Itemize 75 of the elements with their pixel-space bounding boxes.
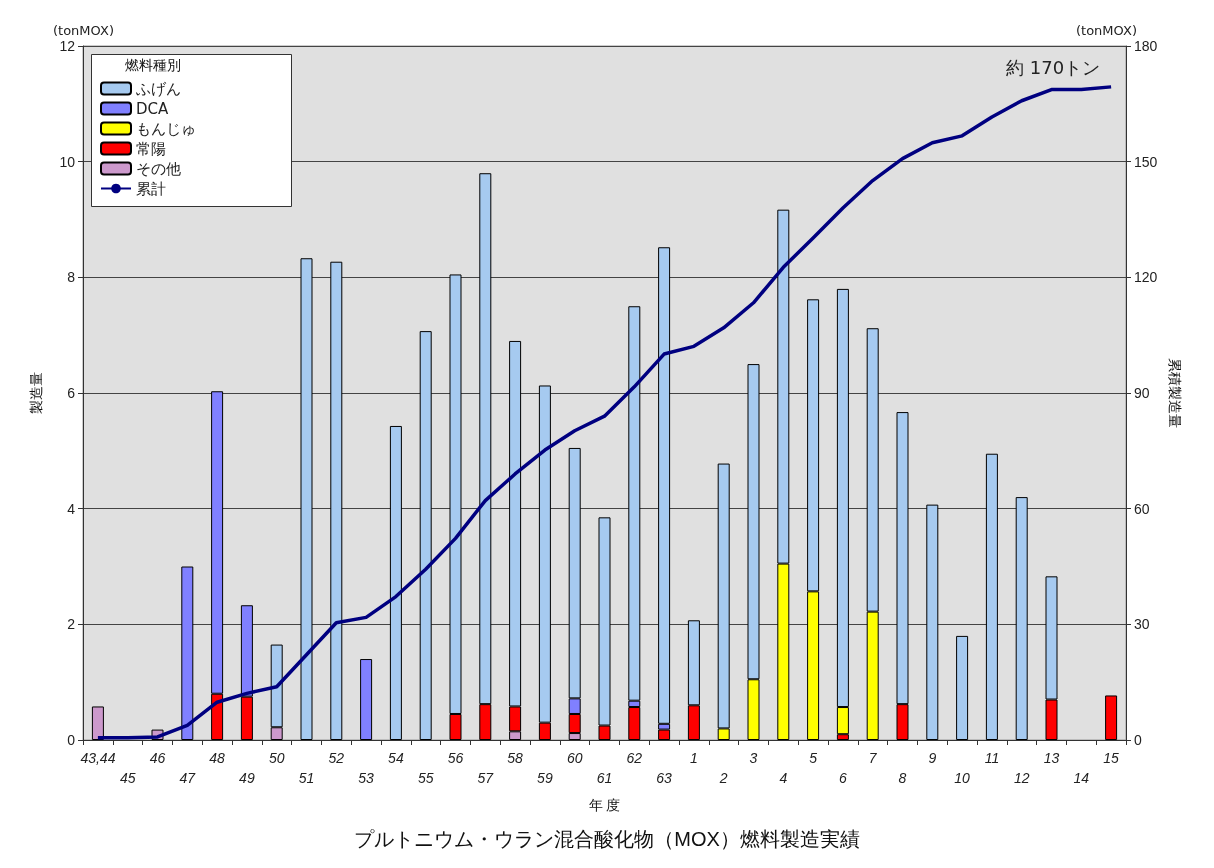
x-tick-label: 6: [839, 770, 847, 786]
x-tick-label: 46: [149, 750, 166, 766]
bar: [330, 261, 343, 740]
bar: [419, 331, 432, 740]
bar: [91, 706, 104, 740]
y-tick-label: 2: [67, 616, 76, 633]
y2-tick-label: 0: [1134, 732, 1142, 748]
bar: [1105, 695, 1118, 740]
y-tick-label: 0: [67, 732, 76, 748]
x-tick-label: 54: [388, 750, 404, 766]
legend-title: 燃料種別: [125, 57, 181, 73]
x-tick-label: 9: [928, 750, 937, 766]
text: プルトニウム・ウラン混合酸化物（MOX）燃料製造実績: [354, 828, 860, 850]
x-tick-label: 47: [179, 770, 197, 786]
legend-label: 累計: [136, 179, 166, 198]
x-tick-label: 7: [868, 750, 878, 766]
text: (tonMOX): [1076, 23, 1137, 38]
x-tick-label: 45: [119, 770, 136, 786]
bar: [360, 659, 373, 740]
x-tick-label: 5: [809, 750, 818, 766]
x-tick-label: 59: [537, 770, 553, 786]
y-tick-label: 12: [59, 38, 76, 54]
x-tick-label: 57: [477, 770, 495, 786]
legend-label: その他: [136, 159, 181, 178]
x-tick-label: 62: [626, 750, 643, 766]
legend-label: 常陽: [136, 139, 166, 158]
bar: [1015, 497, 1028, 740]
text: (tonMOX): [53, 23, 114, 38]
bar: [300, 258, 313, 740]
y-axis-title: 製造量: [28, 372, 44, 414]
x-tick-label: 1: [690, 750, 698, 766]
x-tick-label: 51: [298, 770, 315, 786]
x-tick-label: 53: [358, 770, 375, 786]
y2-tick-label: 150: [1134, 153, 1158, 170]
bar: [956, 635, 969, 740]
x-tick-label: 8: [898, 770, 907, 786]
x-tick-label: 43,44: [80, 750, 116, 766]
legend-label: もんじゅ: [136, 119, 196, 138]
y2-axis-title: 累積製造量: [1167, 358, 1184, 428]
x-tick-label: 61: [596, 770, 613, 786]
y-tick-label: 8: [67, 269, 76, 286]
legend-label: ふげん: [135, 79, 181, 98]
legend-label: DCA: [136, 99, 170, 118]
x-tick-label: 12: [1013, 770, 1030, 786]
y2-tick-label: 120: [1134, 269, 1158, 286]
bar: [985, 453, 998, 740]
x-tick-label: 56: [447, 750, 464, 766]
x-tick-label: 2: [718, 770, 728, 786]
x-tick-label: 49: [239, 770, 255, 786]
x-tick-label: 60: [566, 750, 583, 766]
y2-tick-label: 180: [1134, 38, 1158, 54]
bar: [389, 425, 402, 740]
annotation: 約 170トン: [1006, 56, 1101, 78]
x-tick-label: 55: [417, 770, 434, 786]
x-tick-label: 10: [954, 770, 971, 786]
bar: [181, 566, 194, 740]
y2-tick-label: 30: [1134, 616, 1150, 633]
x-tick-label: 15: [1103, 750, 1120, 766]
x-tick-label: 50: [268, 750, 285, 766]
x-tick-label: 58: [507, 750, 524, 766]
x-tick-label: 14: [1073, 770, 1090, 786]
x-tick-label: 13: [1043, 750, 1060, 766]
x-tick-label: 52: [328, 750, 345, 766]
x-axis-title: 年 度: [588, 797, 621, 813]
y2-tick-label: 90: [1134, 385, 1150, 401]
x-tick-label: 48: [209, 750, 226, 766]
y2-tick-label: 60: [1134, 500, 1150, 517]
y-tick-label: 6: [67, 385, 76, 401]
x-tick-label: 63: [656, 770, 673, 786]
bar: [926, 504, 939, 740]
y-tick-label: 10: [59, 153, 76, 170]
x-tick-label: 4: [779, 770, 788, 786]
y-tick-label: 4: [67, 500, 76, 517]
x-tick-label: 11: [984, 750, 1000, 766]
x-tick-label: 3: [749, 750, 758, 766]
